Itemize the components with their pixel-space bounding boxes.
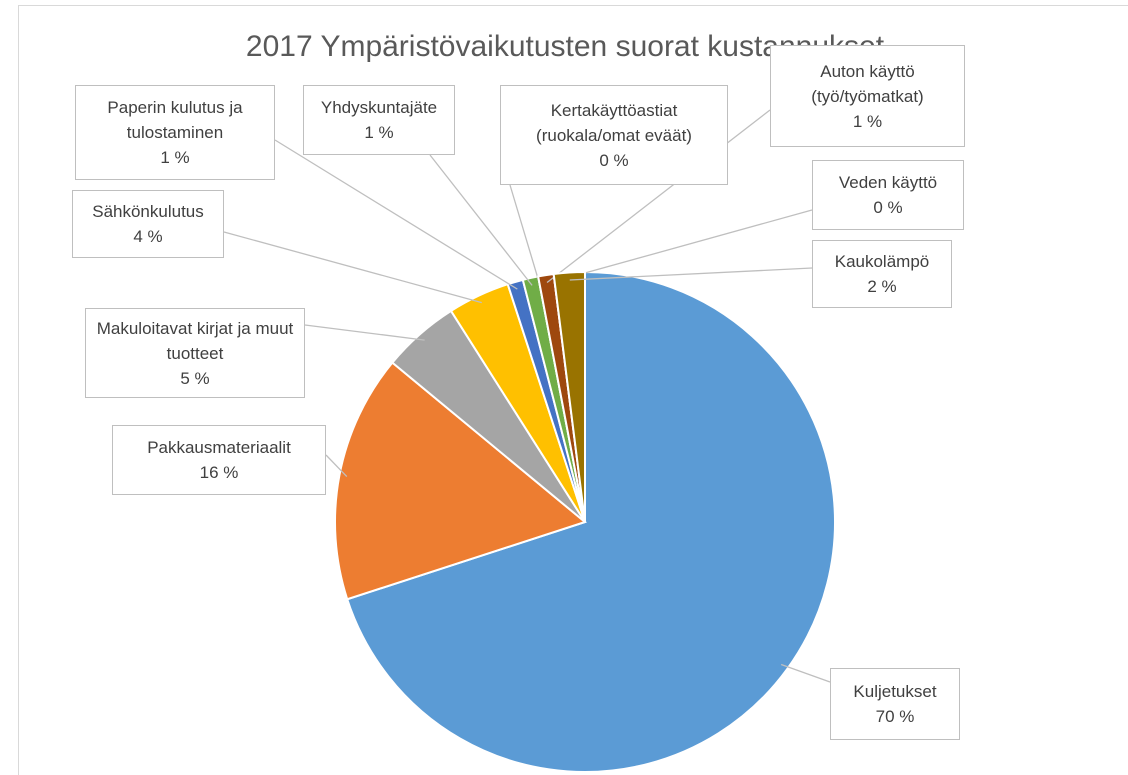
label-category: Auton käyttö (työ/työmatkat)	[811, 61, 924, 106]
label-category: Pakkausmateriaalit	[147, 438, 291, 457]
leader-line	[429, 154, 533, 286]
data-label: Paperin kulutus ja tulostaminen 1 %	[75, 85, 275, 180]
leader-line	[325, 454, 348, 478]
pie-slice	[334, 361, 588, 601]
label-value: 0 %	[599, 150, 629, 170]
data-label: Pakkausmateriaalit 16 %	[112, 425, 326, 495]
label-category: Sähkönkulutus	[92, 202, 204, 221]
label-value: 70 %	[875, 707, 915, 726]
leader-line	[304, 324, 425, 341]
label-category: Kaukolämpö	[834, 252, 930, 271]
label-value: 16 %	[199, 463, 239, 482]
data-label: Yhdyskuntajäte 1 %	[303, 85, 455, 155]
leader-line	[554, 209, 813, 283]
label-value: 2 %	[867, 277, 897, 296]
chart-frame	[18, 5, 1128, 775]
label-category: Kuljetukset	[853, 682, 937, 701]
data-label: Kuljetukset 70 %	[830, 668, 960, 740]
leader-line	[546, 109, 771, 283]
label-category: Yhdyskuntajäte	[320, 98, 438, 117]
leader-line	[780, 663, 831, 683]
label-category: Paperin kulutus ja tulostaminen	[107, 98, 243, 142]
leader-line	[223, 231, 482, 304]
data-label: Sähkönkulutus 4 %	[72, 190, 224, 258]
label-value: 4 %	[133, 227, 163, 246]
label-value: 1 %	[364, 123, 394, 142]
leader-line	[509, 184, 541, 284]
label-value: 0 %	[873, 198, 903, 217]
data-label: Makuloitavat kirjat ja muut tuotteet 5 %	[85, 308, 305, 398]
label-category: Kertakäyttöastiat (ruokala/omat eväät)	[536, 100, 692, 145]
label-value: 5 %	[180, 368, 210, 388]
data-label: Veden käyttö 0 %	[812, 160, 964, 230]
data-label: Kaukolämpö 2 %	[812, 240, 952, 308]
label-category: Veden käyttö	[838, 173, 938, 192]
label-value: 1 %	[852, 111, 883, 131]
label-value: 1 %	[160, 148, 190, 167]
leader-line	[274, 139, 518, 290]
label-category: Makuloitavat kirjat ja muut tuotteet	[96, 318, 294, 363]
data-label: Kertakäyttöastiat (ruokala/omat eväät) 0 …	[500, 85, 728, 185]
data-label: Auton käyttö (työ/työmatkat) 1 %	[770, 45, 965, 147]
pie-slice	[345, 270, 836, 773]
pie-slice	[552, 270, 586, 523]
leader-line	[569, 267, 813, 281]
